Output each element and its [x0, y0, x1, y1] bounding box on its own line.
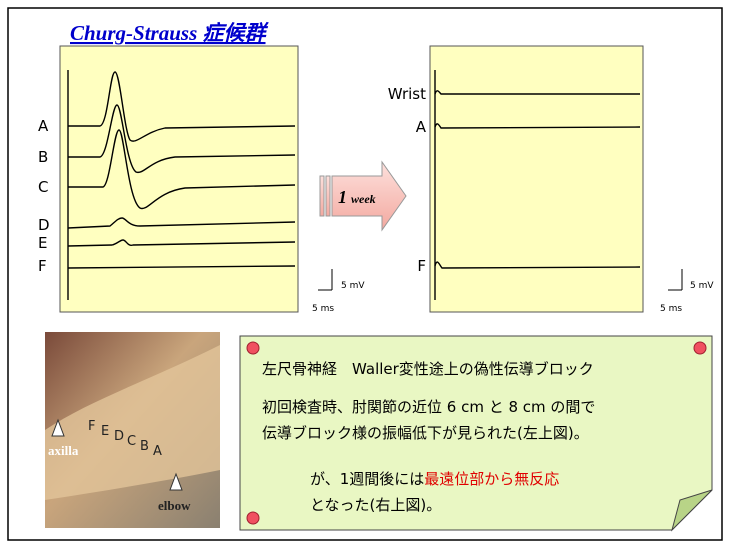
left-trace-label: B [38, 148, 48, 166]
elbow-marker [169, 472, 183, 491]
axilla-label: axilla [48, 443, 79, 458]
right-trace-label: F [417, 257, 426, 275]
note-fold [671, 489, 713, 532]
electrode-point: C [127, 434, 136, 449]
note-highlight: 最遠位部から無反応 [424, 470, 559, 488]
scale-label-y: 5 mV [690, 281, 714, 291]
left-trace-label: D [38, 216, 50, 234]
arrow-label: 1 week [338, 187, 376, 207]
right-trace-label: Wrist [388, 85, 426, 103]
right-traces [434, 90, 641, 269]
electrode-point: E [101, 424, 109, 439]
week-arrow [319, 160, 407, 232]
title: Churg-Strauss 症候群 [70, 21, 269, 45]
elbow-label: elbow [158, 498, 191, 513]
scale-label-x: 5 ms [660, 304, 682, 314]
electrode-point: F [88, 419, 95, 434]
arrow-number: 1 [338, 187, 347, 207]
right-panel [429, 45, 644, 313]
scale-label-y: 5 mV [341, 281, 365, 291]
note-heading: 左尺骨神経 Waller変性途上の偽性伝導ブロック [262, 360, 594, 378]
left-trace-label: E [38, 234, 47, 252]
left-trace-label: C [38, 178, 48, 196]
note-line: 初回検査時、肘関節の近位 6 cm と 8 cm の間で [262, 398, 595, 416]
electrode-point: A [153, 444, 162, 459]
note-text: が、1週間後には [310, 470, 424, 488]
axilla-marker [51, 418, 65, 437]
pin [693, 341, 707, 355]
note-line: となった(右上図)。 [310, 496, 441, 514]
note-line: が、1週間後には最遠位部から無反応 [310, 470, 559, 488]
electrode-point: B [140, 439, 149, 454]
arrow-unit: week [351, 192, 376, 206]
left-trace-label: F [38, 257, 47, 275]
left-panel [59, 45, 299, 313]
note-line: 伝導ブロック様の振幅低下が見られた(左上図)。 [262, 424, 589, 442]
right-trace-label: A [416, 118, 427, 136]
scale-label-x: 5 ms [312, 304, 334, 314]
arm [45, 345, 220, 500]
electrode-point: D [114, 429, 124, 444]
pin [246, 511, 260, 525]
left-traces [67, 71, 296, 269]
left-trace-label: A [38, 117, 49, 135]
pin [246, 341, 260, 355]
